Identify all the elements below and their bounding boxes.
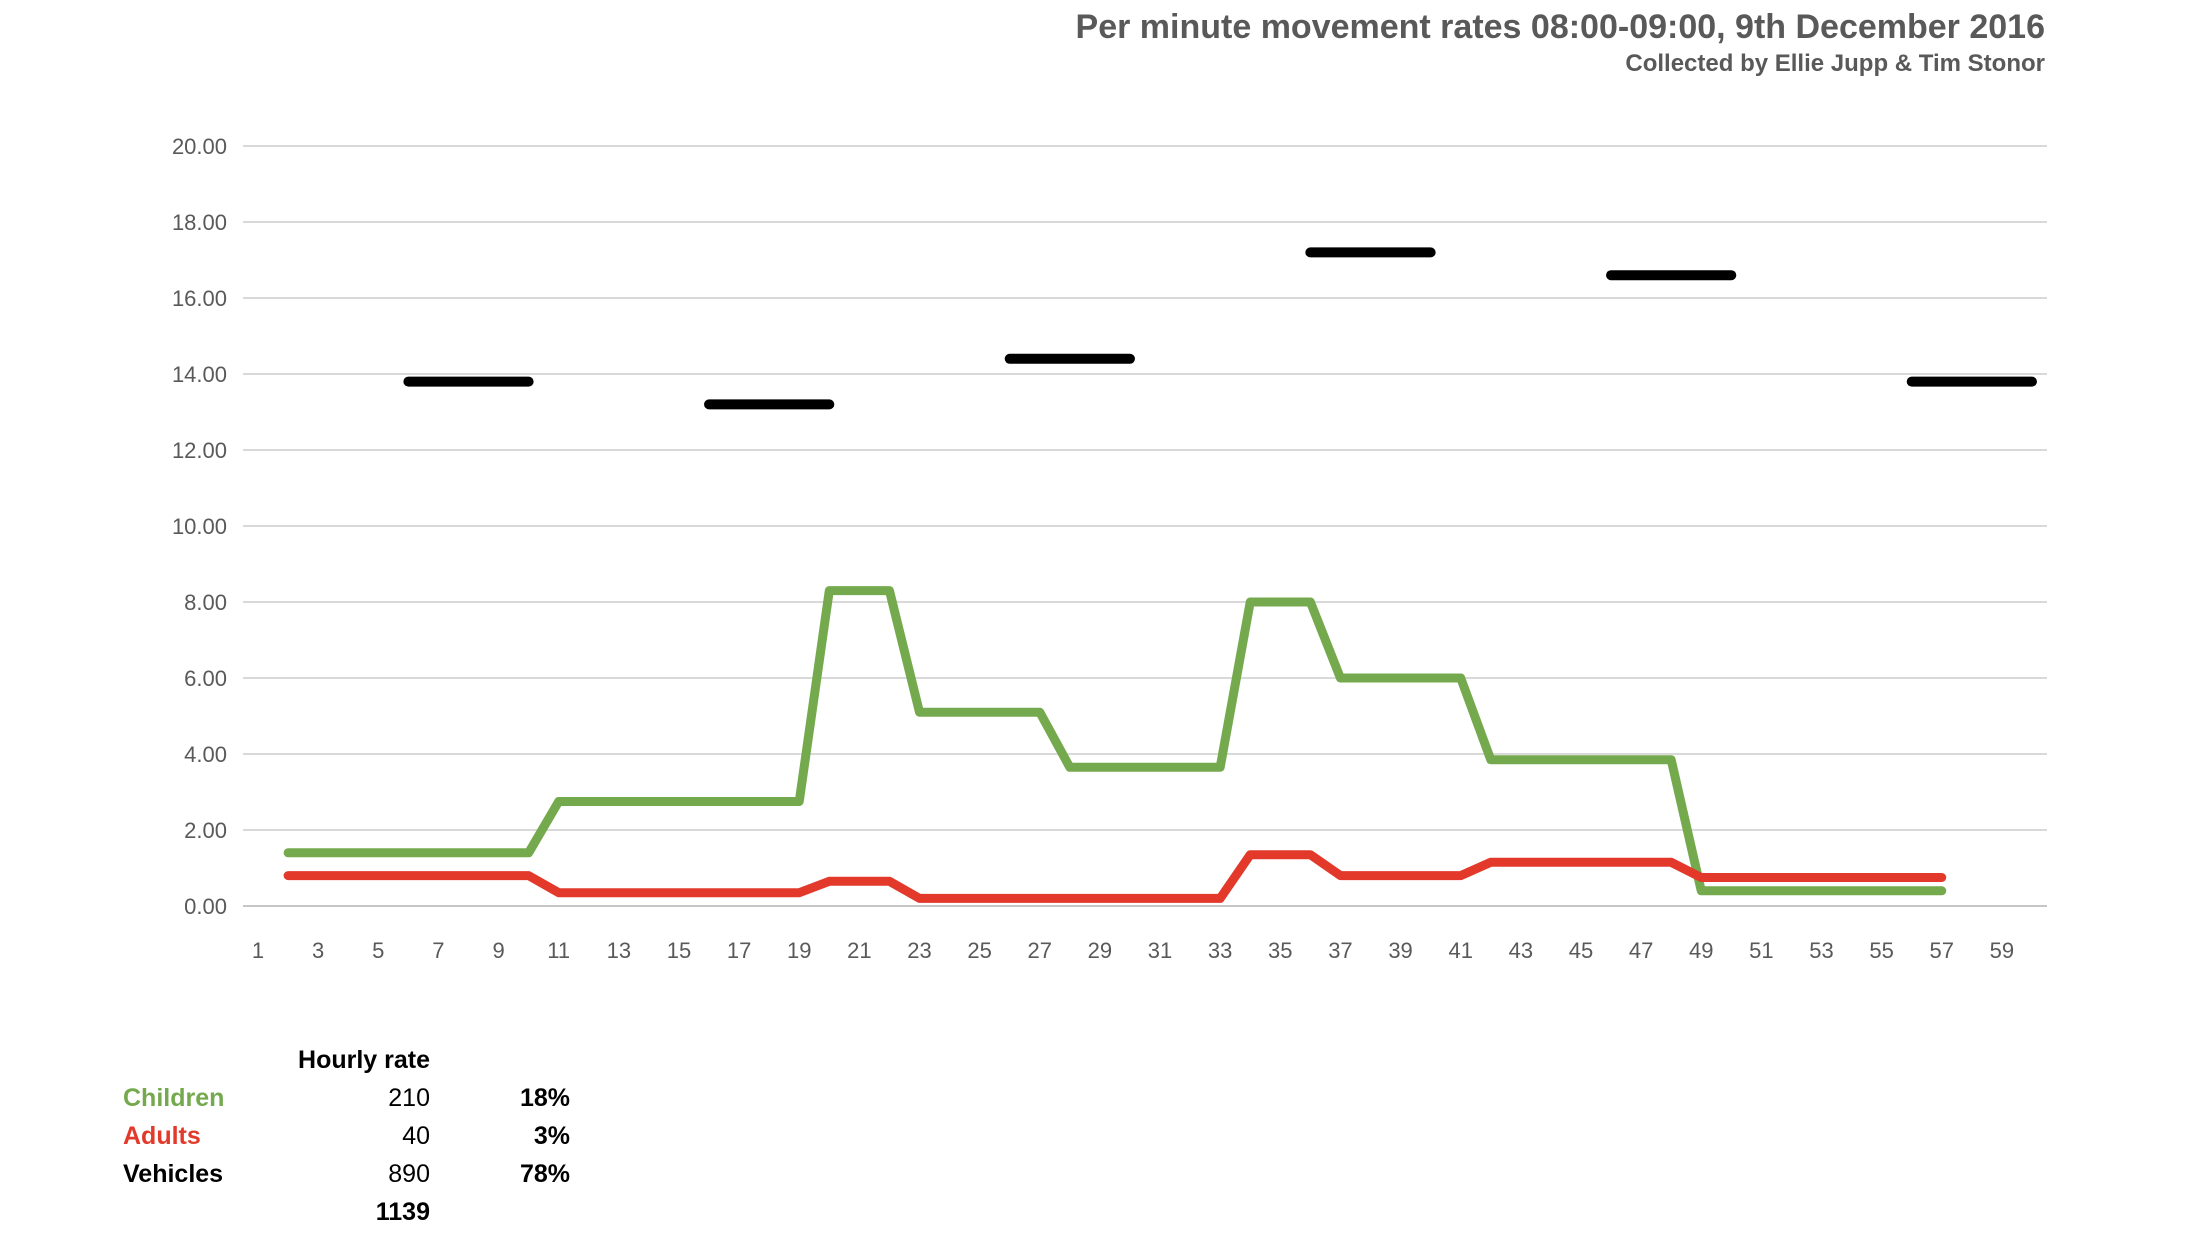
x-axis-tick-label: 57 [1930,938,1954,963]
y-axis-tick-label: 12.00 [172,438,227,463]
x-axis-tick-label: 7 [432,938,444,963]
summary-row-children-value: 210 [388,1083,430,1112]
x-axis-tick-label: 27 [1028,938,1052,963]
summary-row-adults-pct: 3% [533,1121,570,1150]
summary-row-vehicles-value: 890 [388,1159,430,1188]
x-axis-tick-label: 11 [547,938,570,963]
y-axis-tick-label: 18.00 [172,210,227,235]
y-axis-tick-label: 6.00 [184,666,227,691]
x-axis-tick-label: 49 [1689,938,1713,963]
line-chart-plot: 0.00 2.00 4.00 6.00 8.00 10.00 12.00 14.00 16.00… [172,134,2047,963]
summary-row-vehicles-label: Vehicles [123,1159,224,1188]
y-axis-tick-label: 8.00 [184,590,227,615]
x-axis-tick-label: 5 [372,938,384,963]
x-axis-tick-label: 13 [607,938,631,963]
summary-table: Hourly rate Children 210 18% Adults 40 3… [123,1041,570,1231]
y-axis-tick-label: 14.00 [172,362,227,387]
x-axis-tick-label: 43 [1509,938,1533,963]
x-axis-tick-label: 29 [1088,938,1112,963]
x-axis-tick-label: 39 [1388,938,1412,963]
x-axis-tick-label: 17 [727,938,751,963]
y-axis-tick-label: 10.00 [172,514,227,539]
chart-subtitle: Collected by Ellie Jupp & Tim Stonor [1625,50,2045,78]
x-axis-tick-label: 35 [1268,938,1292,963]
x-axis-tick-label: 41 [1448,938,1472,963]
summary-row-children-label: Children [123,1083,225,1112]
summary-row-vehicles-pct: 78% [519,1159,570,1188]
x-axis-tick-label: 3 [312,938,324,963]
summary-total: 1139 [375,1197,430,1226]
y-axis-tick-label: 2.00 [184,818,227,843]
y-axis-tick-label: 16.00 [172,286,227,311]
y-axis-tick-label: 20.00 [172,134,227,159]
x-axis-tick-label: 53 [1809,938,1833,963]
x-axis-tick-label: 9 [492,938,504,963]
x-axis-tick-label: 31 [1148,938,1172,963]
series-line-children [283,586,1947,896]
summary-row-adults-label: Adults [123,1121,201,1150]
series-line-adults [283,850,1947,903]
chart-title: Per minute movement rates 08:00-09:00, 9… [1075,8,2045,46]
x-axis-tick-label: 21 [847,938,871,963]
x-axis-tick-label: 55 [1869,938,1893,963]
x-axis-tick-label: 19 [787,938,811,963]
summary-row-adults-value: 40 [402,1121,430,1150]
x-axis-tick-label: 51 [1749,938,1773,963]
x-axis-tick-label: 45 [1569,938,1593,963]
y-axis-tick-label: 0.00 [184,894,227,919]
x-axis-tick-label: 33 [1208,938,1232,963]
x-axis-tick-label: 59 [1990,938,2014,963]
x-axis-tick-label: 1 [252,938,264,963]
x-axis-tick-label: 37 [1328,938,1352,963]
x-axis-tick-label: 23 [907,938,931,963]
x-axis-tick-label: 25 [967,938,991,963]
chart-title-block: Per minute movement rates 08:00-09:00, 9… [1076,8,2045,78]
x-axis-tick-label: 47 [1629,938,1653,963]
summary-header-hourly-rate: Hourly rate [298,1045,430,1074]
summary-row-children-pct: 18% [519,1083,570,1112]
x-axis-tick-label: 15 [667,938,691,963]
y-axis-tick-label: 4.00 [184,742,227,767]
